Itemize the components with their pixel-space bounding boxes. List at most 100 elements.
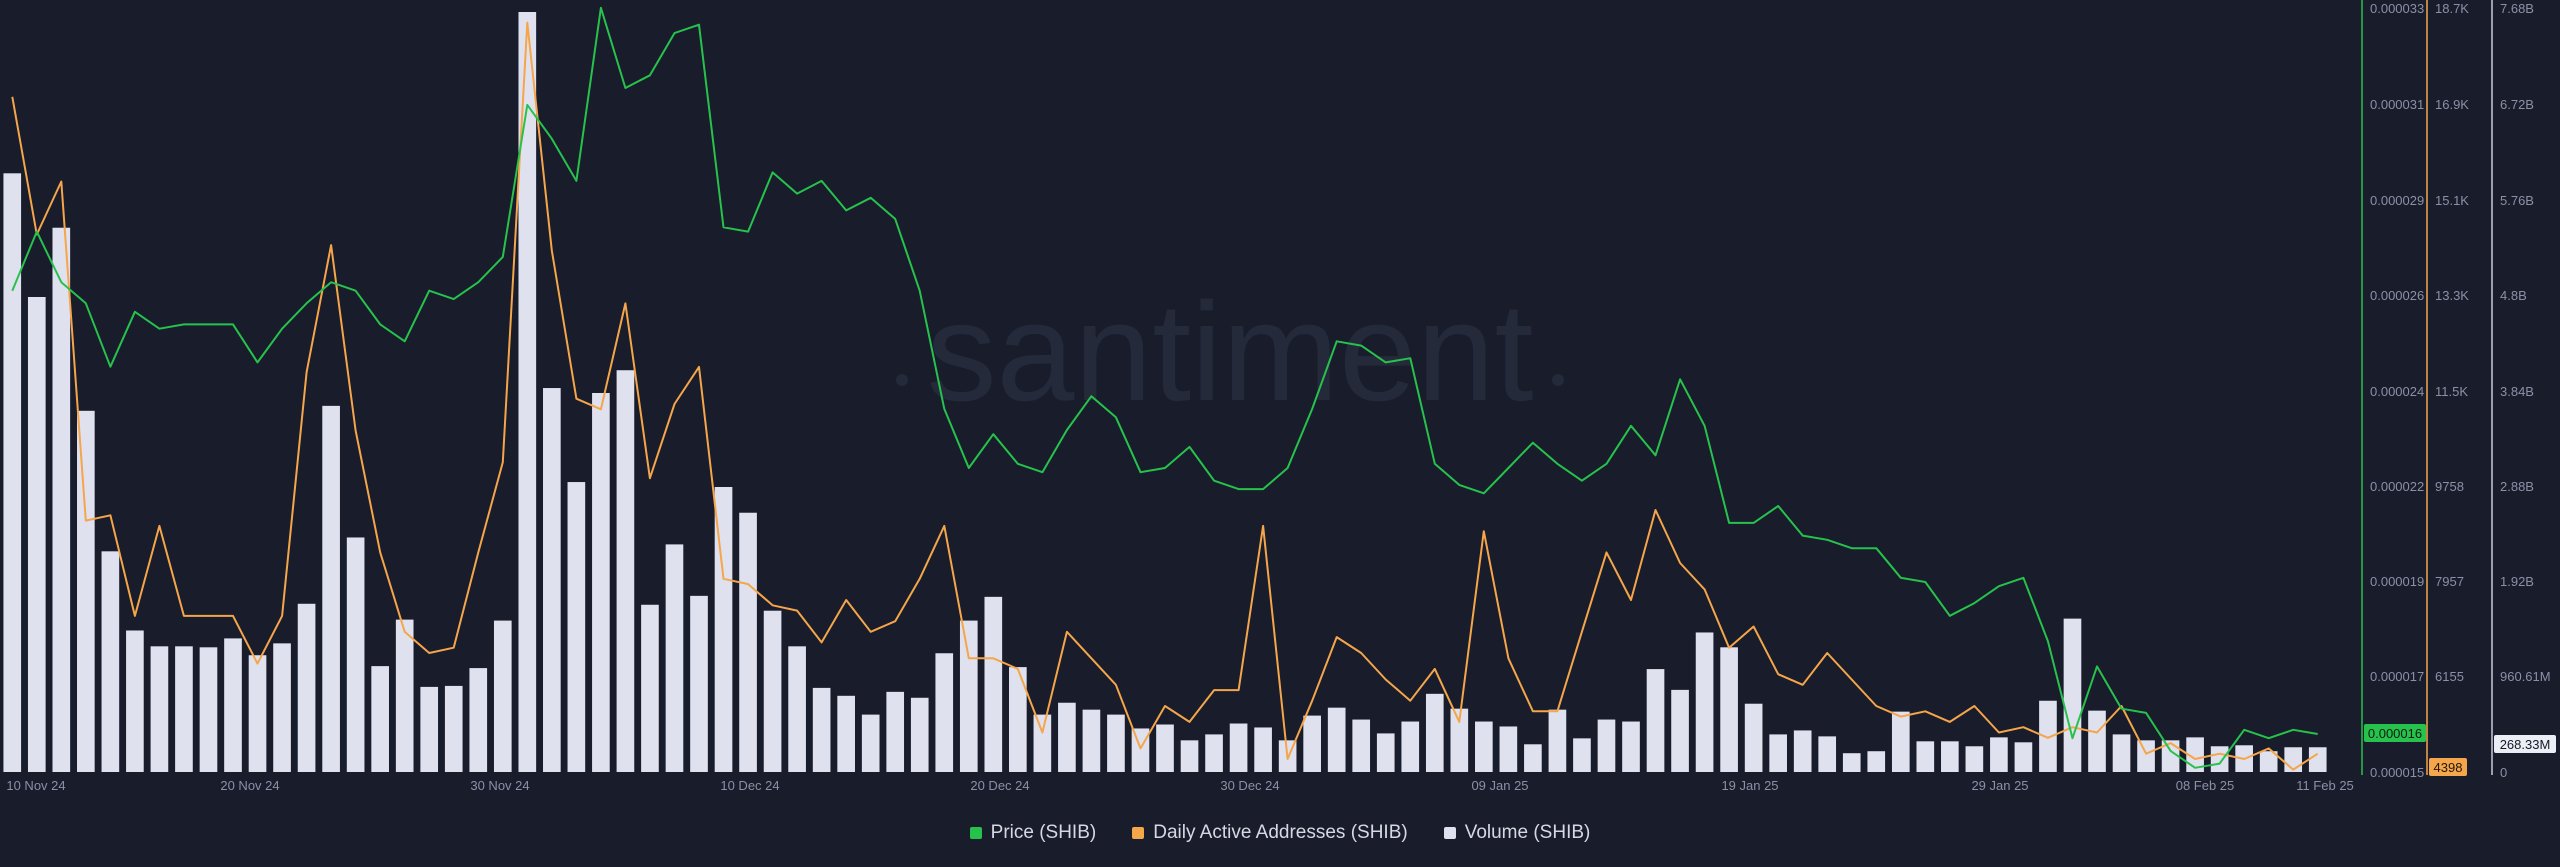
legend-item-daa[interactable]: Daily Active Addresses (SHIB) xyxy=(1132,822,1408,844)
series-lines xyxy=(11,6,2319,771)
x-tick-label: 11 Feb 25 xyxy=(2296,778,2354,793)
volume-current-badge xyxy=(2494,735,2556,753)
volume-bar xyxy=(224,638,242,772)
legend-label-volume: Volume (SHIB) xyxy=(1464,822,1591,843)
watermark-dot-right xyxy=(1552,374,1564,386)
volume-bar xyxy=(101,551,120,772)
volume-bar xyxy=(886,691,905,772)
volume-bar xyxy=(1425,693,1444,772)
volume-bar xyxy=(959,620,978,772)
volume-bar xyxy=(3,173,22,773)
volume-bar xyxy=(543,388,561,772)
x-tick-label: 29 Jan 25 xyxy=(1971,778,2028,793)
volume-bar xyxy=(1009,667,1027,772)
volume-bar xyxy=(150,646,169,772)
x-tick-label: 10 Dec 24 xyxy=(720,778,779,793)
price-tick-label: 0.000017 xyxy=(2370,669,2424,684)
price-tick-label: 0.000026 xyxy=(2370,288,2424,303)
volume-bar xyxy=(1303,715,1321,772)
legend-item-price[interactable]: Price (SHIB) xyxy=(969,822,1097,844)
volume-bar xyxy=(2137,740,2155,772)
volume-bar xyxy=(714,487,733,772)
legend: Price (SHIB) Daily Active Addresses (SHI… xyxy=(0,818,2560,848)
price-tick-label: 0.000024 xyxy=(2370,384,2424,399)
volume-bar xyxy=(52,227,71,772)
volume-tick-label: 7.68B xyxy=(2500,1,2534,16)
price-current-badge xyxy=(2364,724,2426,742)
volume-bar xyxy=(984,596,1003,772)
volume-bar xyxy=(665,544,684,772)
watermark: santiment xyxy=(927,273,1534,430)
daa-tick-label: 13.3K xyxy=(2435,288,2469,303)
volume-bar xyxy=(1524,744,1542,772)
x-tick-label: 09 Jan 25 xyxy=(1471,778,1528,793)
volume-bar xyxy=(1622,721,1640,772)
price-tick-label: 0.000019 xyxy=(2370,574,2424,589)
volume-tick-label: 5.76B xyxy=(2500,193,2534,208)
daa-tick-label: 9758 xyxy=(2435,479,2464,494)
volume-bar xyxy=(2063,618,2082,772)
volume-tick-label: 3.84B xyxy=(2500,384,2534,399)
y-axes: 0.000033 0.000031 0.000029 0.000026 0.000024… xyxy=(2361,0,2556,780)
volume-bar xyxy=(175,646,193,772)
x-tick-label: 20 Dec 24 xyxy=(970,778,1029,793)
price-tick-label: 0.000029 xyxy=(2370,193,2424,208)
volume-bar xyxy=(1376,733,1395,772)
volume-bar xyxy=(395,619,414,772)
volume-bar xyxy=(1720,647,1738,772)
volume-current-value: 268.33M xyxy=(2500,737,2551,752)
daa-current-badge xyxy=(2429,758,2467,776)
volume-bar xyxy=(1548,709,1567,772)
volume-bar xyxy=(690,595,708,772)
volume-bar xyxy=(616,370,635,772)
volume-bar xyxy=(1646,669,1665,772)
volume-bar xyxy=(812,687,831,772)
volume-bar xyxy=(1573,738,1591,772)
volume-bar xyxy=(2308,747,2327,772)
volume-bar xyxy=(297,603,316,772)
volume-tick-label: 6.72B xyxy=(2500,97,2534,112)
volume-bar xyxy=(1793,730,1812,772)
daa-tick-label: 6155 xyxy=(2435,669,2464,684)
x-tick-label: 08 Feb 25 xyxy=(2176,778,2235,793)
daa-tick-label: 15.1K xyxy=(2435,193,2469,208)
volume-bar xyxy=(837,695,855,772)
daa-tick-label: 11.5K xyxy=(2435,384,2468,399)
volume-bar xyxy=(2014,742,2033,772)
x-tick-label: 19 Jan 25 xyxy=(1721,778,1778,793)
volume-bar xyxy=(1769,734,1787,772)
legend-label-price: Price (SHIB) xyxy=(990,822,1097,843)
volume-bar xyxy=(1401,721,1420,772)
volume-bar xyxy=(1352,719,1371,772)
price-tick-label: 0.000022 xyxy=(2370,479,2424,494)
volume-bar xyxy=(2039,700,2057,772)
volume-bar xyxy=(371,666,389,772)
volume-bar xyxy=(273,643,291,772)
volume-bar xyxy=(248,655,267,772)
volume-bar xyxy=(1327,707,1346,772)
volume-bars xyxy=(3,12,2327,773)
volume-bar xyxy=(1082,709,1101,772)
volume-bar xyxy=(77,410,95,772)
legend-item-volume[interactable]: Volume (SHIB) xyxy=(1443,822,1591,844)
volume-bar xyxy=(1941,741,1959,772)
daa-tick-label: 16.9K xyxy=(2435,97,2469,112)
x-axis: 10 Nov 24 20 Nov 24 30 Nov 24 10 Dec 24 20 D… xyxy=(6,778,2353,793)
daa-tick-label: 18.7K xyxy=(2435,1,2469,16)
volume-bar xyxy=(27,297,46,772)
volume-bar xyxy=(126,630,144,772)
volume-tick-label: 2.88B xyxy=(2500,479,2534,494)
volume-bar xyxy=(641,604,659,772)
volume-bar xyxy=(1107,714,1125,772)
volume-bar xyxy=(2259,751,2278,772)
price-current-value: 0.000016 xyxy=(2368,726,2422,741)
volume-bar xyxy=(1156,724,1174,772)
volume-tick-label: 4.8B xyxy=(2500,288,2527,303)
volume-bar xyxy=(935,653,954,772)
volume-bar xyxy=(1916,741,1935,772)
volume-bar xyxy=(1058,702,1076,772)
volume-bar xyxy=(1818,736,1837,772)
volume-bar xyxy=(2186,737,2204,772)
volume-bar xyxy=(444,685,463,772)
